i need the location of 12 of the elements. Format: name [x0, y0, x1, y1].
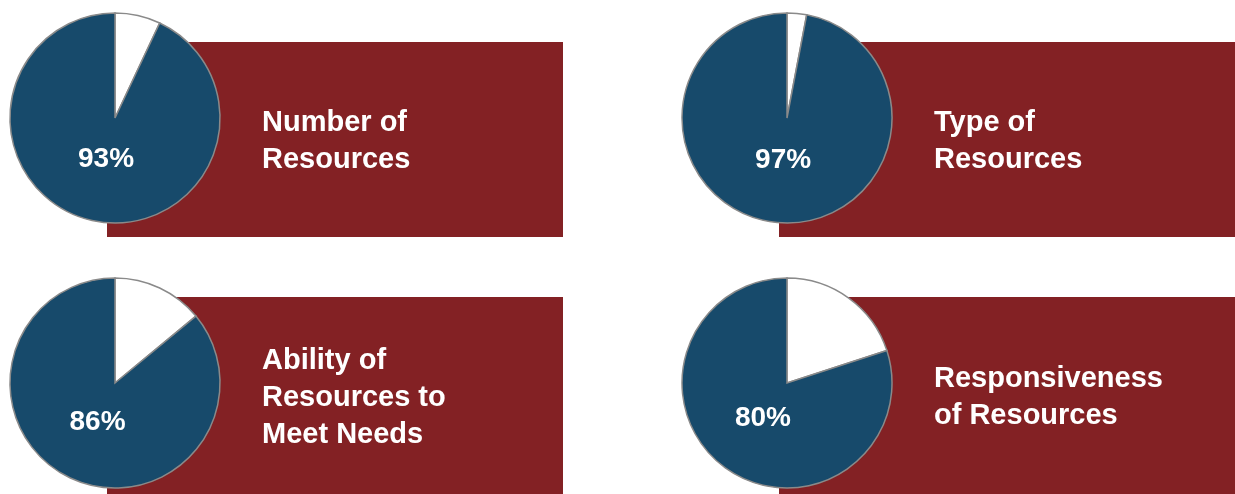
data-label: 93% — [78, 142, 135, 174]
pie-slice — [681, 277, 893, 489]
text: Number of Resources — [262, 105, 411, 174]
pie-slice — [681, 12, 893, 224]
data-label: 97% — [755, 143, 812, 175]
data-label: 86% — [69, 404, 126, 436]
pie-slice — [9, 12, 221, 224]
data-label: 80% — [734, 400, 792, 432]
text: Responsiveness of Resources — [934, 361, 1163, 430]
text: Ability of Resources to Meet Needs — [262, 342, 446, 449]
text: Type of Resources — [934, 105, 1083, 174]
pie-slice — [9, 277, 221, 489]
